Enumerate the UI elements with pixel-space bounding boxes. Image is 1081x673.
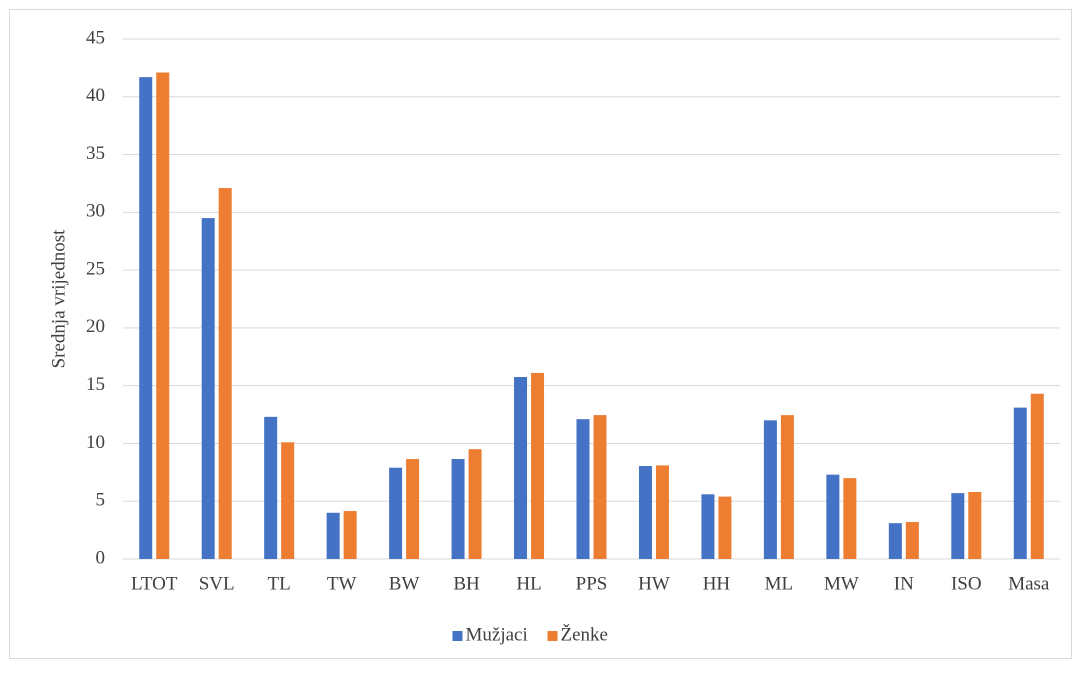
x-tick-label: MW — [824, 573, 859, 594]
bar — [1030, 393, 1044, 559]
bar — [281, 442, 295, 559]
bar — [951, 493, 965, 559]
bar — [826, 474, 840, 559]
bar — [638, 465, 652, 559]
legend-swatch — [452, 631, 463, 641]
y-tick-label: 15 — [86, 374, 105, 395]
bar — [905, 522, 919, 559]
bar — [468, 449, 482, 559]
bar — [156, 72, 170, 559]
y-tick-label: 40 — [86, 85, 105, 106]
bar — [139, 77, 153, 559]
legend-swatch — [547, 631, 558, 641]
x-tick-label: LTOT — [131, 573, 178, 594]
x-tick-label: ISO — [951, 573, 982, 594]
x-tick-label: Masa — [1008, 573, 1050, 594]
x-tick-label: PPS — [576, 573, 608, 594]
bar — [968, 491, 982, 559]
x-tick-label: HW — [638, 573, 670, 594]
bar — [326, 512, 340, 559]
bar — [576, 419, 590, 559]
x-tick-label: BH — [453, 573, 480, 594]
x-tick-label: HL — [516, 573, 541, 594]
y-tick-label: 0 — [96, 547, 106, 568]
legend-label: Mužjaci — [466, 624, 528, 645]
bar — [201, 218, 215, 559]
y-axis-label: Srednja vrijednost — [48, 229, 69, 369]
x-tick-label: HH — [703, 573, 731, 594]
x-tick-label: TL — [268, 573, 291, 594]
y-tick-label: 25 — [86, 258, 105, 279]
bar — [780, 415, 794, 559]
bar — [218, 188, 232, 560]
bar — [888, 523, 902, 559]
bar — [655, 465, 669, 559]
legend-label: Ženke — [561, 623, 608, 645]
x-tick-label: IN — [894, 573, 914, 594]
bar — [389, 467, 403, 559]
x-tick-label: BW — [389, 573, 420, 594]
bar — [843, 478, 857, 559]
bar — [718, 496, 732, 559]
y-tick-label: 35 — [86, 143, 105, 164]
bar — [701, 494, 715, 559]
y-tick-label: 10 — [86, 432, 105, 453]
bar — [1013, 407, 1027, 559]
bar — [593, 415, 607, 559]
y-tick-label: 5 — [96, 490, 106, 511]
x-tick-label: TW — [327, 573, 357, 594]
bar — [514, 377, 528, 559]
y-tick-label: 45 — [86, 27, 105, 48]
x-tick-label: SVL — [199, 573, 235, 594]
x-tick-label: ML — [765, 573, 794, 594]
bar — [763, 420, 777, 559]
bar — [264, 416, 278, 559]
bar — [406, 459, 420, 559]
y-tick-label: 30 — [86, 201, 105, 222]
bar — [343, 511, 357, 559]
y-tick-label: 20 — [86, 316, 105, 337]
bar — [451, 459, 465, 559]
bar — [531, 372, 545, 559]
